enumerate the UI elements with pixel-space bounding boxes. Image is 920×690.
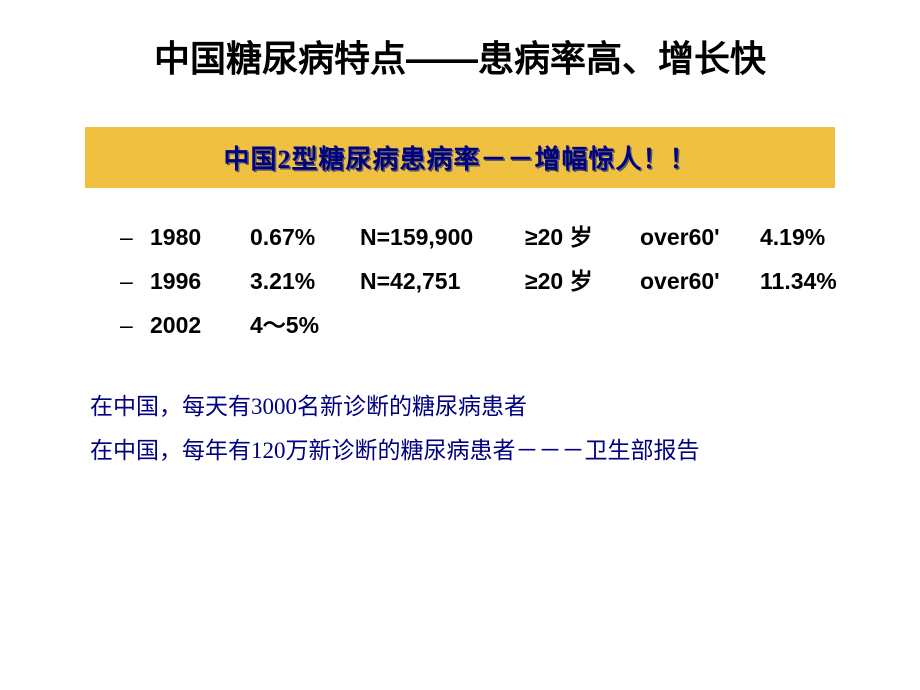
over-val-cell: 11.34% [760, 268, 837, 295]
n-cell: N=159,900 [360, 224, 525, 251]
note-line: 在中国，每年有120万新诊断的糖尿病患者－－－卫生部报告 [90, 429, 835, 473]
pct-cell: 3.21% [250, 268, 360, 295]
dash: – [120, 312, 150, 339]
data-row: – 2002 4～5% [120, 306, 835, 340]
year-cell: 1980 [150, 224, 250, 251]
notes: 在中国，每天有3000名新诊断的糖尿病患者 在中国，每年有120万新诊断的糖尿病… [90, 385, 835, 472]
year-cell: 1996 [150, 268, 250, 295]
n-cell: N=42,751 [360, 268, 525, 295]
dash: – [120, 224, 150, 251]
pct-cell: 4～5% [250, 306, 360, 340]
banner: 中国2型糖尿病患病率－－增幅惊人！！ [85, 127, 835, 188]
over-val-cell: 4.19% [760, 224, 825, 251]
note-line: 在中国，每天有3000名新诊断的糖尿病患者 [90, 385, 835, 429]
over-cell: over60' [640, 268, 760, 295]
over-cell: over60' [640, 224, 760, 251]
age-cell: ≥20 岁 [525, 218, 640, 252]
data-row: – 1980 0.67% N=159,900 ≥20 岁 over60' 4.1… [120, 218, 835, 252]
slide-container: 中国糖尿病特点——患病率高、增长快 中国2型糖尿病患病率－－增幅惊人！！ – 1… [0, 0, 920, 690]
year-cell: 2002 [150, 312, 250, 339]
slide-title: 中国糖尿病特点——患病率高、增长快 [0, 30, 920, 82]
pct-cell: 0.67% [250, 224, 360, 251]
data-row: – 1996 3.21% N=42,751 ≥20 岁 over60' 11.3… [120, 262, 835, 296]
age-cell: ≥20 岁 [525, 262, 640, 296]
banner-text: 中国2型糖尿病患病率－－增幅惊人！！ [223, 145, 696, 174]
dash: – [120, 268, 150, 295]
data-list: – 1980 0.67% N=159,900 ≥20 岁 over60' 4.1… [120, 218, 835, 340]
